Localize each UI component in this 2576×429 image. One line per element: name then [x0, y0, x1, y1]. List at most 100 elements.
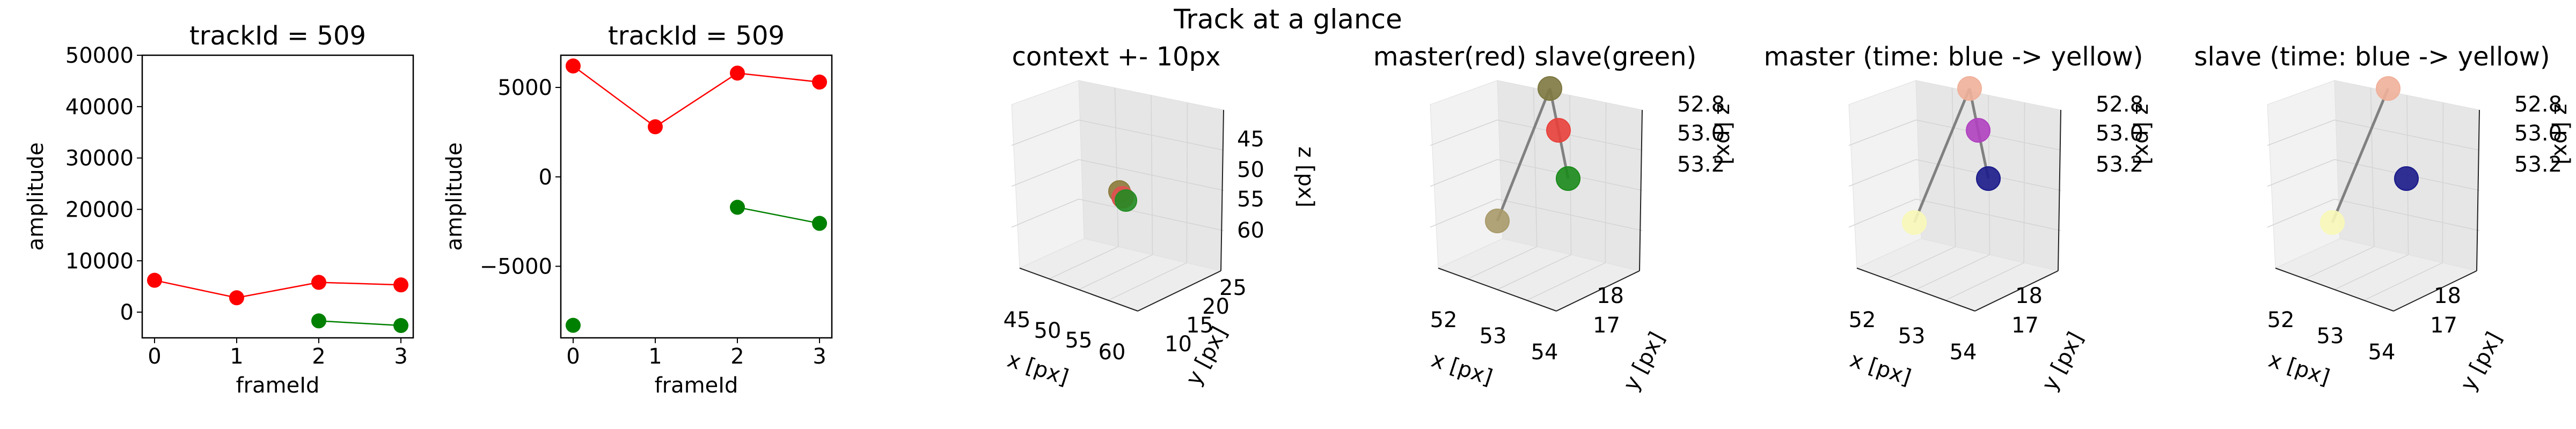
- data-point: [730, 65, 745, 81]
- z-tick-label: 52.8: [2514, 92, 2562, 117]
- data-point: [1538, 76, 1562, 101]
- pane-left: [1848, 80, 1922, 269]
- series-line-segment: [154, 279, 237, 299]
- panel-title: slave (time: blue -> yellow): [2194, 42, 2550, 72]
- z-axis-line: [1639, 109, 1643, 271]
- data-point: [565, 58, 581, 74]
- series-line-segment: [737, 206, 820, 224]
- grid-line: [2363, 262, 2443, 301]
- y-tick-label: 0: [120, 300, 134, 325]
- y-tick-label: 18: [2434, 284, 2461, 308]
- x-tick-label: 55: [1065, 328, 1093, 353]
- x-tick-label: 53: [2317, 324, 2344, 349]
- x-axis-label: x [px]: [2265, 347, 2332, 390]
- panel-amplitude-full: 0 1 2 3 0 10000 20000 30000 40000 50000 trackId = …: [24, 21, 414, 398]
- grid-line: [2334, 254, 2409, 290]
- panel-title: context +- 10px: [1012, 42, 1221, 72]
- data-point: [647, 119, 663, 135]
- z-tick-label: 53.0: [1677, 121, 1725, 146]
- x-tick-label: 50: [1034, 319, 1062, 343]
- x-tick-label: 1: [230, 344, 243, 369]
- x-tick-label: 0: [566, 344, 580, 369]
- series-line-segment: [655, 72, 738, 128]
- grid-line: [1078, 254, 1153, 290]
- series-line-segment: [737, 72, 820, 83]
- grid-line: [1886, 246, 1956, 279]
- series-line-segment: [318, 320, 401, 327]
- x-axis-label: x [px]: [1847, 347, 1914, 390]
- x-tick-label: 0: [148, 344, 161, 369]
- y-tick-label: −5000: [480, 255, 552, 279]
- y-tick-label: 10: [1165, 332, 1192, 357]
- z-tick-label: 52.8: [2096, 92, 2143, 117]
- x-tick-label: 52: [2267, 308, 2295, 332]
- x-tick-label: 52: [1430, 308, 1458, 332]
- y-axis-label: y [px]: [2456, 328, 2507, 395]
- grid-line: [1011, 120, 1079, 146]
- data-point: [812, 216, 828, 231]
- grid-line: [1011, 198, 1079, 228]
- x-axis-line: [2275, 268, 2394, 312]
- data-point: [565, 317, 581, 333]
- grid-line: [2304, 246, 2375, 279]
- y-tick-label: 40000: [65, 95, 134, 120]
- grid-line: [1848, 159, 1916, 187]
- panel-3d-master-slave: 52.8 53.0 53.2 52 53 54 17 18 master(red) slave(…: [1373, 42, 1737, 395]
- z-tick-label: 53.0: [2096, 121, 2143, 146]
- z-tick-label: 50: [1237, 158, 1264, 182]
- plot-frame: [141, 54, 414, 339]
- x-axis-label: frameId: [236, 373, 320, 398]
- y-axis-line: [1974, 270, 2059, 312]
- pane-left: [1430, 80, 1503, 269]
- data-point: [393, 277, 409, 293]
- panel-3d-slave-time: 52.8 53.0 53.2 52 53 54 17 18 slave (time: blue …: [2194, 42, 2574, 395]
- y-axis-label: y [px]: [2037, 328, 2088, 395]
- panel-title: master(red) slave(green): [1373, 42, 1696, 72]
- data-point: [1902, 210, 1927, 235]
- grid-line: [1467, 246, 1538, 279]
- data-point: [311, 313, 327, 329]
- y-axis-line: [1137, 270, 1221, 312]
- grid-line: [1945, 262, 2024, 301]
- panel-title: trackId = 509: [189, 21, 366, 51]
- grid-line: [2267, 198, 2335, 228]
- x-tick-label: 2: [730, 344, 744, 369]
- x-axis-line: [1438, 268, 1557, 312]
- plot-frame: [560, 54, 833, 339]
- x-tick-label: 60: [1099, 340, 1126, 365]
- grid-line: [1011, 159, 1079, 187]
- z-axis-label: z [px]: [2549, 103, 2574, 165]
- track-connector: [2331, 88, 2390, 223]
- grid-line: [1430, 120, 1498, 146]
- panel-title: trackId = 509: [608, 21, 785, 51]
- y-tick-label: 18: [2015, 284, 2043, 308]
- grid-line: [2267, 159, 2335, 187]
- y-tick-label: 18: [1597, 284, 1624, 308]
- x-axis-line: [1856, 268, 1975, 312]
- y-tick-label: 30000: [65, 146, 134, 171]
- series-line-segment: [573, 65, 656, 128]
- grid-line: [2267, 120, 2335, 146]
- y-tick-label: 17: [1593, 313, 1620, 338]
- data-point: [2376, 76, 2401, 101]
- grid-line: [1848, 198, 1916, 228]
- z-tick-label: 53.2: [2514, 152, 2562, 177]
- z-tick-label: 52.8: [1677, 92, 1725, 117]
- y-tick-label: 20: [1202, 294, 1230, 319]
- x-tick-label: 1: [648, 344, 662, 369]
- y-axis-line: [2393, 270, 2477, 312]
- grid-line: [1078, 159, 1224, 191]
- z-axis-line: [2058, 109, 2061, 271]
- z-tick-label: 53.2: [2096, 152, 2143, 177]
- data-point: [1115, 189, 1137, 212]
- grid-line: [1430, 198, 1498, 228]
- x-tick-label: 2: [312, 344, 325, 369]
- z-tick-label: 60: [1237, 218, 1264, 243]
- x-tick-label: 53: [1480, 324, 1507, 349]
- x-tick-label: 54: [1950, 340, 1977, 365]
- z-axis-label: z [px]: [2131, 103, 2155, 165]
- z-axis-label: z [px]: [1293, 146, 1318, 208]
- x-axis-label: x [px]: [1004, 347, 1071, 390]
- grid-line: [1497, 198, 1643, 231]
- x-tick-label: 3: [813, 344, 826, 369]
